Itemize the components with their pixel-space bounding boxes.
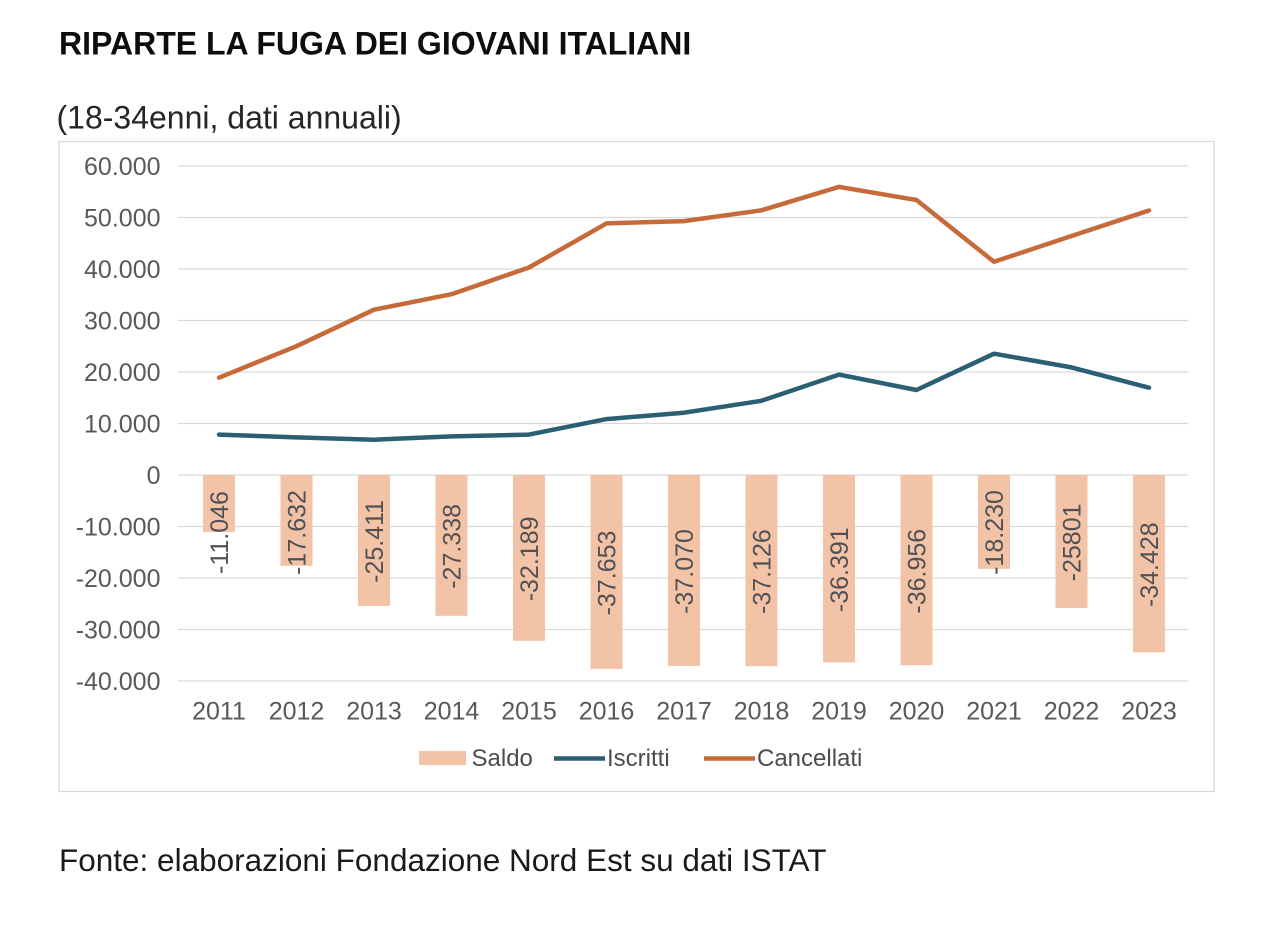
svg-text:2014: 2014: [424, 698, 480, 726]
svg-text:2018: 2018: [734, 698, 790, 726]
svg-text:-25801: -25801: [1059, 503, 1087, 581]
svg-text:0: 0: [147, 462, 161, 490]
svg-text:2016: 2016: [579, 698, 635, 726]
svg-text:-18.230: -18.230: [981, 490, 1009, 575]
svg-text:2021: 2021: [966, 698, 1022, 726]
svg-text:-37.070: -37.070: [671, 529, 699, 614]
svg-text:-36.391: -36.391: [826, 527, 854, 612]
svg-text:-10.000: -10.000: [76, 514, 161, 542]
svg-text:50.000: 50.000: [84, 205, 160, 233]
svg-text:-37.126: -37.126: [749, 529, 777, 614]
svg-text:-30.000: -30.000: [76, 617, 161, 645]
svg-text:-40.000: -40.000: [76, 668, 161, 696]
svg-text:-34.428: -34.428: [1136, 522, 1164, 607]
svg-text:-25.411: -25.411: [361, 500, 389, 583]
svg-text:60.000: 60.000: [84, 153, 160, 181]
svg-text:2011: 2011: [192, 698, 246, 726]
svg-text:2012: 2012: [269, 698, 325, 726]
svg-text:40.000: 40.000: [84, 256, 160, 284]
svg-text:RIPARTE LA FUGA DEI GIOVANI IT: RIPARTE LA FUGA DEI GIOVANI ITALIANI: [59, 26, 691, 62]
svg-text:Saldo: Saldo: [472, 745, 533, 772]
svg-text:Iscritti: Iscritti: [607, 745, 670, 772]
svg-text:2020: 2020: [889, 698, 945, 726]
svg-text:2017: 2017: [656, 698, 712, 726]
svg-text:Cancellati: Cancellati: [757, 745, 862, 772]
svg-text:2015: 2015: [501, 698, 557, 726]
svg-text:2023: 2023: [1121, 698, 1177, 726]
svg-text:30.000: 30.000: [84, 308, 160, 336]
svg-text:-37.653: -37.653: [594, 531, 622, 616]
svg-text:-20.000: -20.000: [76, 565, 161, 593]
svg-text:20.000: 20.000: [84, 359, 160, 387]
svg-text:-32.189: -32.189: [516, 517, 544, 602]
svg-text:(18-34enni, dati annuali): (18-34enni, dati annuali): [57, 100, 402, 136]
svg-text:2013: 2013: [346, 698, 402, 726]
svg-text:-17.632: -17.632: [284, 490, 312, 575]
svg-text:-11.046: -11.046: [206, 491, 234, 574]
svg-text:Fonte: elaborazioni Fondazione: Fonte: elaborazioni Fondazione Nord Est …: [59, 842, 826, 878]
svg-text:2022: 2022: [1044, 698, 1100, 726]
svg-text:-36.956: -36.956: [904, 529, 932, 614]
svg-text:-27.338: -27.338: [439, 504, 467, 589]
svg-text:2019: 2019: [811, 698, 867, 726]
svg-text:10.000: 10.000: [84, 411, 160, 439]
